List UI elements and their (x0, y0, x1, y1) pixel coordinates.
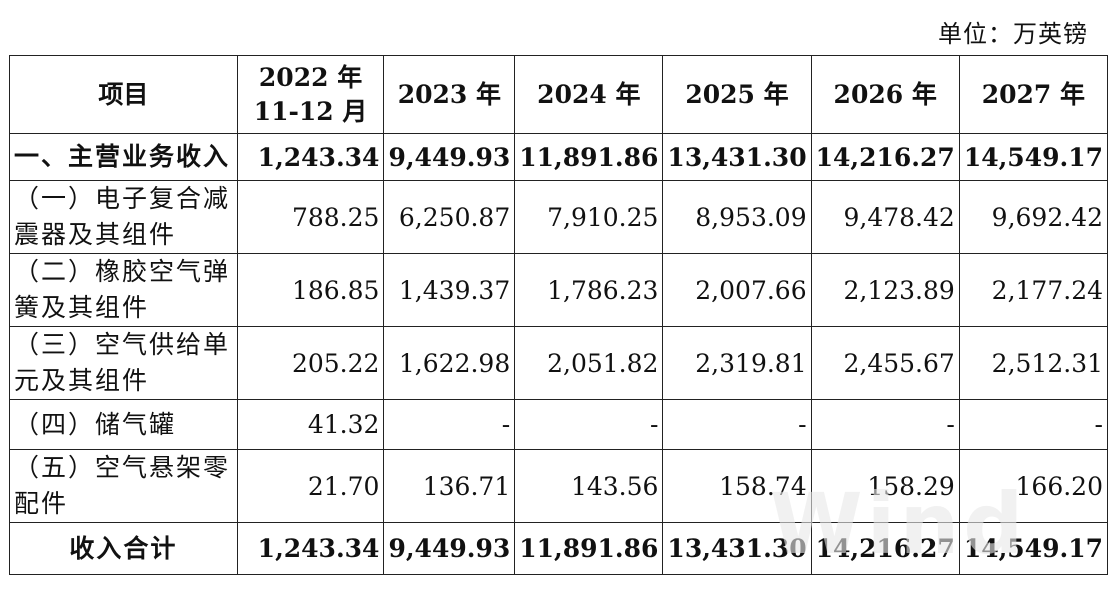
cell-value: 158.29 (810, 449, 960, 523)
cell-value: 2,007.66 (662, 253, 812, 327)
table-row: （三）空气供给单元及其组件 205.22 1,622.98 2,051.82 2… (9, 326, 1108, 400)
cell-value: 14,549.17 (958, 133, 1108, 181)
header-row: 项目 2022 年 11-12 月 2023 年 2024 年 2025 年 2… (9, 55, 1108, 134)
unit-label: 单位：万英镑 (938, 20, 1088, 48)
cell-value: 9,449.93 (383, 522, 516, 575)
table-row: （五）空气悬架零配件 21.70 136.71 143.56 158.74 15… (9, 449, 1108, 523)
row-label: 收入合计 (9, 522, 238, 575)
cell-value: 166.20 (958, 449, 1108, 523)
cell-value: 9,449.93 (383, 133, 516, 181)
cell-value: 1,622.98 (383, 326, 516, 400)
row-label: （二）橡胶空气弹簧及其组件 (9, 253, 238, 327)
cell-value: - (662, 399, 812, 450)
cell-value: 6,250.87 (383, 180, 516, 254)
table-row: （四）储气罐 41.32 - - - - - (9, 399, 1108, 450)
wind-watermark: Wind (770, 475, 1028, 573)
cell-value: - (958, 399, 1108, 450)
cell-value: 11,891.86 (514, 522, 664, 575)
row-label: （五）空气悬架零配件 (9, 449, 238, 523)
cell-value: 14,216.27 (810, 133, 960, 181)
total-row: 收入合计 1,243.34 9,449.93 11,891.86 13,431.… (9, 522, 1108, 575)
cell-value: 13,431.30 (662, 522, 812, 575)
cell-value: 1,243.34 (236, 133, 385, 181)
cell-value: 143.56 (514, 449, 664, 523)
header-2022: 2022 年 11-12 月 (236, 55, 385, 134)
cell-value: 8,953.09 (662, 180, 812, 254)
header-2027: 2027 年 (958, 55, 1108, 134)
cell-value: 2,455.67 (810, 326, 960, 400)
header-2026: 2026 年 (810, 55, 960, 134)
cell-value: 2,177.24 (958, 253, 1108, 327)
cell-value: 1,439.37 (383, 253, 516, 327)
header-2025: 2025 年 (662, 55, 812, 134)
cell-value: 2,319.81 (662, 326, 812, 400)
cell-value: 21.70 (236, 449, 385, 523)
row-label: （三）空气供给单元及其组件 (9, 326, 238, 400)
cell-value: 13,431.30 (662, 133, 812, 181)
cell-value: 11,891.86 (514, 133, 664, 181)
cell-value: 9,478.42 (810, 180, 960, 254)
cell-value: 158.74 (662, 449, 812, 523)
cell-value: - (383, 399, 516, 450)
cell-value: 1,243.34 (236, 522, 385, 575)
header-item: 项目 (9, 55, 238, 134)
row-label: （四）储气罐 (9, 399, 238, 450)
cell-value: 14,216.27 (810, 522, 960, 575)
table-row: 一、主营业务收入 1,243.34 9,449.93 11,891.86 13,… (9, 133, 1108, 181)
cell-value: 9,692.42 (958, 180, 1108, 254)
row-label: （一）电子复合减震器及其组件 (9, 180, 238, 254)
cell-value: 2,051.82 (514, 326, 664, 400)
cell-value: 41.32 (236, 399, 385, 450)
cell-value: 7,910.25 (514, 180, 664, 254)
cell-value: 1,786.23 (514, 253, 664, 327)
cell-value: 186.85 (236, 253, 385, 327)
cell-value: 205.22 (236, 326, 385, 400)
cell-value: - (514, 399, 664, 450)
header-2023: 2023 年 (383, 55, 516, 134)
cell-value: - (810, 399, 960, 450)
table-row: （一）电子复合减震器及其组件 788.25 6,250.87 7,910.25 … (9, 180, 1108, 254)
cell-value: 2,123.89 (810, 253, 960, 327)
row-label: 一、主营业务收入 (9, 133, 238, 181)
cell-value: 788.25 (236, 180, 385, 254)
header-2024: 2024 年 (514, 55, 664, 134)
cell-value: 136.71 (383, 449, 516, 523)
cell-value: 14,549.17 (958, 522, 1108, 575)
cell-value: 2,512.31 (958, 326, 1108, 400)
revenue-table: 项目 2022 年 11-12 月 2023 年 2024 年 2025 年 2… (9, 55, 1108, 575)
table-row: （二）橡胶空气弹簧及其组件 186.85 1,439.37 1,786.23 2… (9, 253, 1108, 327)
